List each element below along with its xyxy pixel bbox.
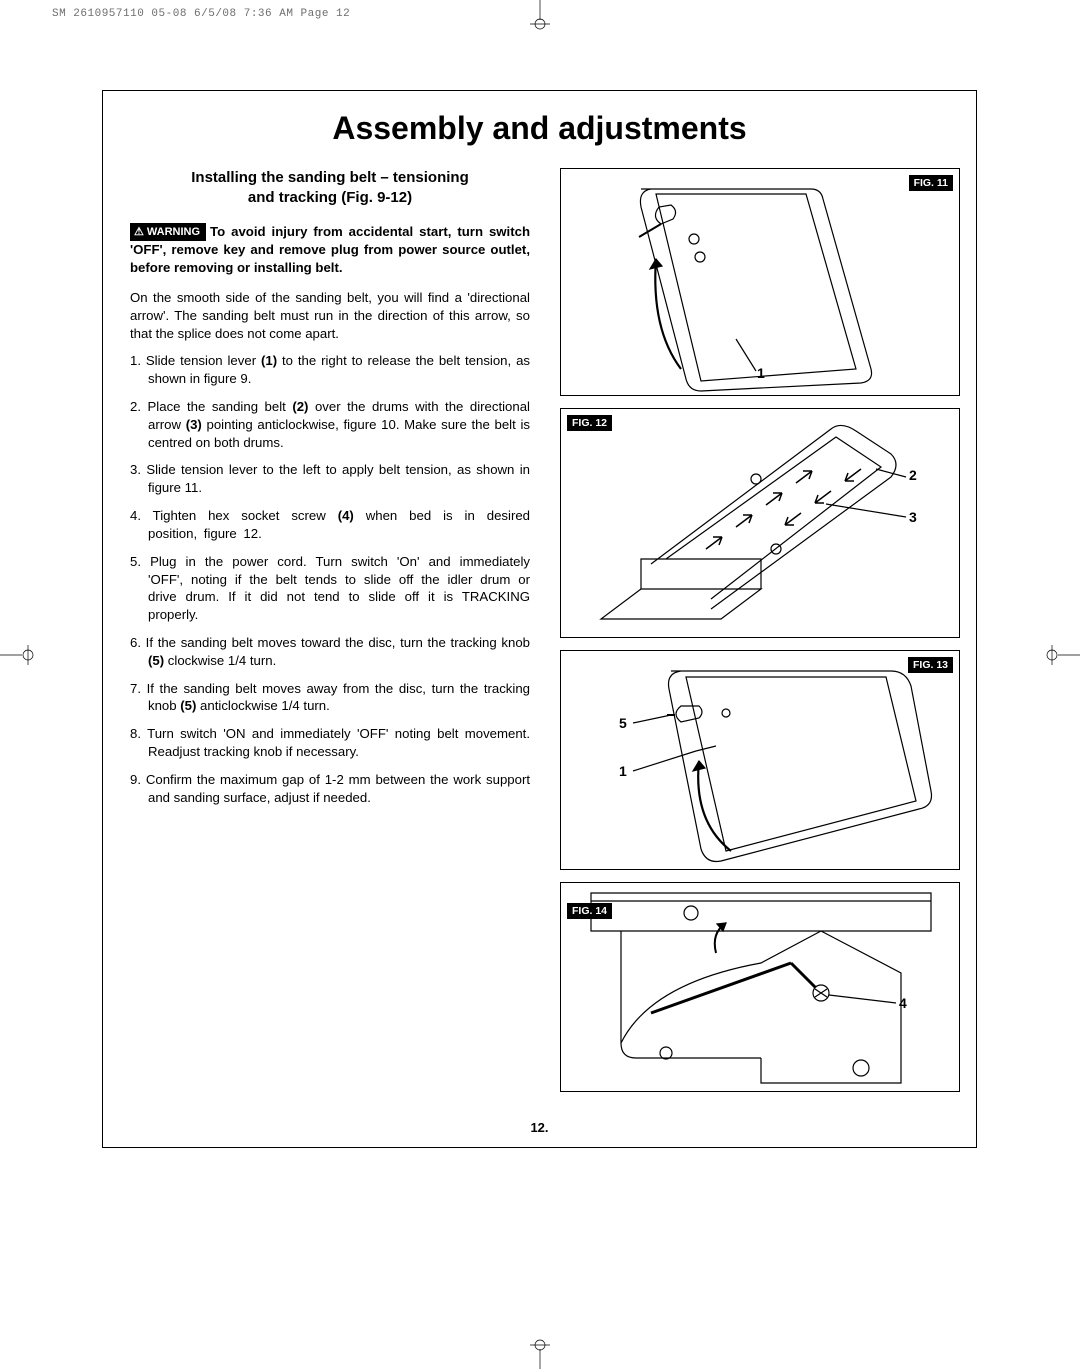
step-7: 7. If the sanding belt moves away from t… [130,680,530,716]
figure-14-drawing [561,883,961,1093]
crop-mark-right [1044,595,1080,715]
callout-2: 2 [909,467,917,483]
figure-14-label: FIG. 14 [567,903,612,919]
step-9: 9. Confirm the maximum gap of 1-2 mm bet… [130,771,530,807]
section-heading: Installing the sanding belt – tensioning… [130,168,530,209]
warning-badge: ⚠WARNING [130,223,206,242]
step-4: 4. Tighten hex socket screw (4) when bed… [130,507,530,543]
figure-13: FIG. 13 5 1 [560,650,960,870]
step-3: 3. Slide tension lever to the left to ap… [130,461,530,497]
page-title: Assembly and adjustments [102,110,977,147]
figure-14: FIG. 14 [560,882,960,1092]
callout-4: 4 [899,995,907,1011]
page: SM 2610957110 05-08 6/5/08 7:36 AM Page … [0,0,1080,1369]
step-5: 5. Plug in the power cord. Turn switch '… [130,553,530,624]
figure-12-label: FIG. 12 [567,415,612,431]
figure-11-label: FIG. 11 [909,175,953,191]
warning-block: ⚠WARNINGTo avoid injury from accidental … [130,223,530,277]
figure-13-drawing [561,651,961,871]
callout-3: 3 [909,509,917,525]
subheading-line2: and tracking (Fig. 9-12) [248,189,412,206]
page-number: 12. [102,1120,977,1135]
figure-11: FIG. 11 1 [560,168,960,396]
print-header: SM 2610957110 05-08 6/5/08 7:36 AM Page … [52,8,350,20]
subheading-line1: Installing the sanding belt – tensioning [191,169,469,186]
warning-triangle-icon: ⚠ [134,225,144,240]
step-6: 6. If the sanding belt moves toward the … [130,634,530,670]
crop-mark-left [0,595,36,715]
step-8: 8. Turn switch 'ON and immediately 'OFF'… [130,725,530,761]
callout-1-fig13: 1 [619,763,627,779]
figure-12: FIG. 12 [560,408,960,638]
figure-13-label: FIG. 13 [908,657,953,673]
crop-mark-bottom [480,1339,600,1369]
left-column: Installing the sanding belt – tensioning… [130,168,530,816]
callout-1-fig11: 1 [757,365,765,381]
step-1: 1. Slide tension lever (1) to the right … [130,352,530,388]
figure-12-drawing [561,409,961,639]
step-2: 2. Place the sanding belt (2) over the d… [130,398,530,451]
steps-list: 1. Slide tension lever (1) to the right … [130,352,530,806]
callout-5: 5 [619,715,627,731]
figure-11-drawing [561,169,961,397]
crop-mark-top [480,0,600,30]
intro-paragraph: On the smooth side of the sanding belt, … [130,289,530,342]
warning-label: WARNING [147,226,200,238]
